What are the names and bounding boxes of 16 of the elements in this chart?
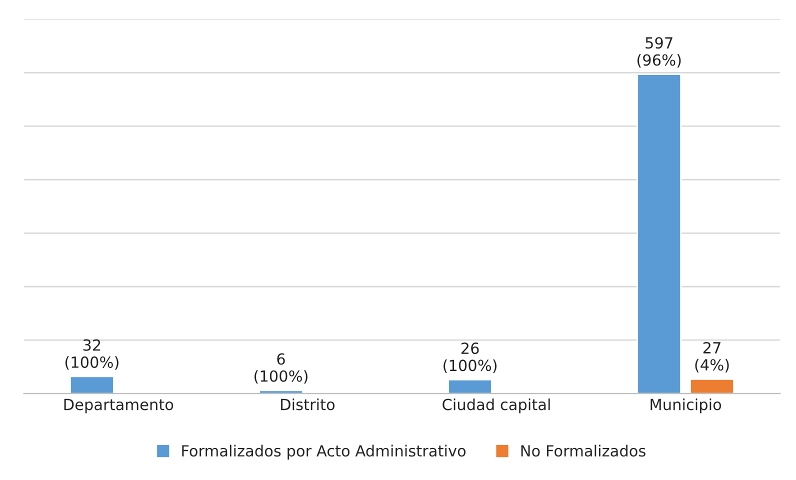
data-label: 32 (100%) xyxy=(65,339,118,370)
data-label: 26 (100%) xyxy=(444,342,497,373)
bar xyxy=(448,379,492,394)
x-tick-label: Departamento xyxy=(64,398,174,414)
x-tick-label: Distrito xyxy=(281,398,335,410)
x-tick-label: Municipio xyxy=(650,398,722,414)
bar xyxy=(70,376,114,394)
bar xyxy=(690,378,734,394)
data-label: 597 (96%) xyxy=(637,37,681,68)
legend-label: Formalizados por Acto Administrativo xyxy=(182,444,466,460)
legend-label: No Formalizados xyxy=(521,444,646,457)
x-tick-label: Ciudad capital xyxy=(442,398,550,414)
data-label: 27 (4%) xyxy=(695,342,729,372)
bar xyxy=(258,390,304,394)
data-label: 6 (100%) xyxy=(254,353,308,384)
bar xyxy=(636,74,682,394)
